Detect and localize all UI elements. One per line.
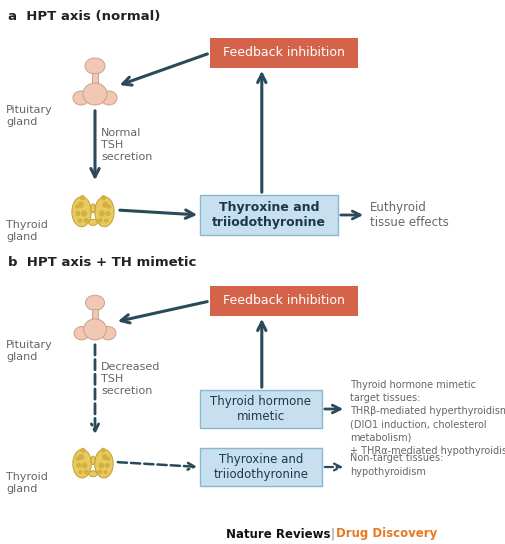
Ellipse shape <box>89 471 97 477</box>
Text: Thyroid
gland: Thyroid gland <box>6 220 48 242</box>
Circle shape <box>102 202 109 208</box>
Circle shape <box>107 205 111 209</box>
Text: Non-target tissues:
hypothyroidism: Non-target tissues: hypothyroidism <box>350 453 443 477</box>
Ellipse shape <box>85 295 105 311</box>
Circle shape <box>78 218 82 222</box>
Text: Thyroid hormone mimetic
target tissues:
THRβ-mediated hyperthyroidism
(DIO1 indu: Thyroid hormone mimetic target tissues: … <box>350 380 505 456</box>
Ellipse shape <box>74 326 89 340</box>
Circle shape <box>75 211 81 216</box>
Circle shape <box>78 202 84 208</box>
Circle shape <box>106 211 111 216</box>
Text: a  HPT axis (normal): a HPT axis (normal) <box>8 10 161 23</box>
FancyBboxPatch shape <box>200 448 322 486</box>
Text: Thyroxine and
triiodothyronine: Thyroxine and triiodothyronine <box>214 453 309 481</box>
Circle shape <box>97 218 103 223</box>
Text: Thyroid hormone
mimetic: Thyroid hormone mimetic <box>211 395 312 423</box>
Circle shape <box>81 211 87 217</box>
Ellipse shape <box>95 197 114 227</box>
Circle shape <box>97 469 102 474</box>
Circle shape <box>102 454 108 460</box>
Ellipse shape <box>83 83 107 105</box>
Ellipse shape <box>73 91 89 105</box>
Circle shape <box>76 456 80 461</box>
Ellipse shape <box>91 204 95 213</box>
Text: Feedback inhibition: Feedback inhibition <box>223 294 345 307</box>
Ellipse shape <box>72 197 91 227</box>
Circle shape <box>106 456 110 461</box>
Circle shape <box>83 218 88 223</box>
Circle shape <box>84 469 89 474</box>
Ellipse shape <box>91 456 95 465</box>
Circle shape <box>80 448 85 453</box>
Circle shape <box>101 195 106 200</box>
Circle shape <box>98 462 105 468</box>
Text: Decreased
TSH
secretion: Decreased TSH secretion <box>101 362 161 395</box>
Polygon shape <box>92 310 98 319</box>
Circle shape <box>82 462 87 468</box>
FancyBboxPatch shape <box>210 286 358 316</box>
Ellipse shape <box>100 326 116 340</box>
Text: |: | <box>330 528 334 541</box>
Text: Feedback inhibition: Feedback inhibition <box>223 46 345 59</box>
Circle shape <box>104 218 109 222</box>
Circle shape <box>78 470 82 474</box>
Circle shape <box>104 470 108 474</box>
Circle shape <box>100 448 106 453</box>
Circle shape <box>80 195 85 200</box>
Text: b  HPT axis + TH mimetic: b HPT axis + TH mimetic <box>8 256 196 269</box>
Ellipse shape <box>88 219 97 225</box>
Circle shape <box>78 454 84 460</box>
Text: Thyroxine and
triiodothyronine: Thyroxine and triiodothyronine <box>212 201 326 229</box>
Text: Thyroid
gland: Thyroid gland <box>6 472 48 493</box>
Text: Euthyroid
tissue effects: Euthyroid tissue effects <box>370 201 449 229</box>
Circle shape <box>105 463 110 468</box>
Circle shape <box>98 211 105 217</box>
Ellipse shape <box>84 319 107 340</box>
Ellipse shape <box>101 91 117 105</box>
Ellipse shape <box>85 58 105 74</box>
Text: Normal
TSH
secretion: Normal TSH secretion <box>101 128 153 162</box>
Ellipse shape <box>73 449 91 478</box>
Circle shape <box>76 463 81 468</box>
Text: Pituitary
gland: Pituitary gland <box>6 340 53 362</box>
Text: Drug Discovery: Drug Discovery <box>336 528 437 541</box>
Text: Pituitary
gland: Pituitary gland <box>6 105 53 127</box>
Ellipse shape <box>94 449 113 478</box>
Circle shape <box>75 205 79 209</box>
Text: Nature Reviews: Nature Reviews <box>226 528 330 541</box>
FancyBboxPatch shape <box>200 195 338 235</box>
Polygon shape <box>92 73 98 83</box>
FancyBboxPatch shape <box>200 390 322 428</box>
FancyBboxPatch shape <box>210 38 358 68</box>
